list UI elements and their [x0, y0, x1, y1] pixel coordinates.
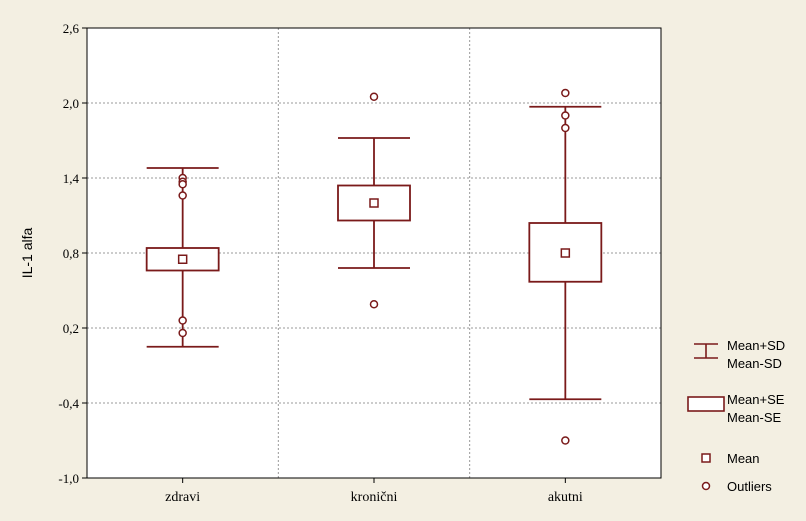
outlier-point: [178, 316, 187, 325]
outlier-point: [369, 300, 379, 309]
plot-frame: [86, 27, 662, 479]
x-axis-ticks: zdravi kronični akutni: [165, 478, 583, 505]
outlier-point: [561, 111, 570, 120]
legend-label: Mean: [727, 451, 760, 466]
mean-marker: [177, 254, 188, 264]
outlier-point: [178, 191, 187, 200]
legend-label: Outliers: [727, 479, 772, 494]
x-tick-label: zdravi: [165, 490, 200, 505]
outlier-point: [561, 123, 570, 133]
y-tick-label: 0,2: [63, 321, 79, 336]
legend-item-circle: Outliers: [701, 479, 772, 494]
outlier-point: [561, 88, 570, 98]
x-tick-label: kronični: [351, 490, 398, 505]
legend-mean-symbol: [701, 453, 711, 463]
box-group-zdravi: [145, 167, 220, 348]
box-groups: [145, 88, 603, 445]
outlier-point: [369, 92, 379, 101]
legend-label-secondary: Mean-SE: [727, 410, 782, 425]
box-group-kronični: [337, 92, 411, 309]
outlier-point: [561, 436, 570, 445]
legend: Mean+SD Mean-SD Mean+SE Mean-SE Mean Outliers: [687, 338, 785, 494]
y-tick-label: -1,0: [58, 471, 79, 486]
box-group-akutni: [528, 88, 603, 445]
y-tick-label: 1,4: [63, 171, 80, 186]
outlier-point: [178, 328, 187, 338]
legend-item-whisker: Mean+SD Mean-SD: [694, 338, 785, 371]
legend-label-secondary: Mean-SD: [727, 356, 782, 371]
y-tick-label: 2,0: [63, 96, 79, 111]
legend-item-box: Mean+SE Mean-SE: [687, 392, 785, 425]
y-tick-label: 0,8: [63, 246, 79, 261]
outlier-point: [178, 180, 187, 189]
y-axis-ticks: -1,0 -0,4 0,2 0,8 1,4 2,0 2,6: [58, 21, 87, 486]
mean-marker: [369, 198, 379, 208]
mean-marker: [560, 248, 571, 258]
x-tick-label: akutni: [548, 490, 583, 505]
y-axis-label: IL-1 alfa: [19, 227, 35, 278]
legend-box-symbol: [687, 396, 725, 412]
y-tick-label: 2,6: [63, 21, 80, 36]
legend-item-square: Mean: [701, 451, 760, 466]
y-tick-label: -0,4: [58, 396, 79, 411]
legend-label: Mean+SE: [727, 392, 785, 407]
legend-outlier-symbol: [701, 481, 711, 491]
legend-label: Mean+SD: [727, 338, 785, 353]
